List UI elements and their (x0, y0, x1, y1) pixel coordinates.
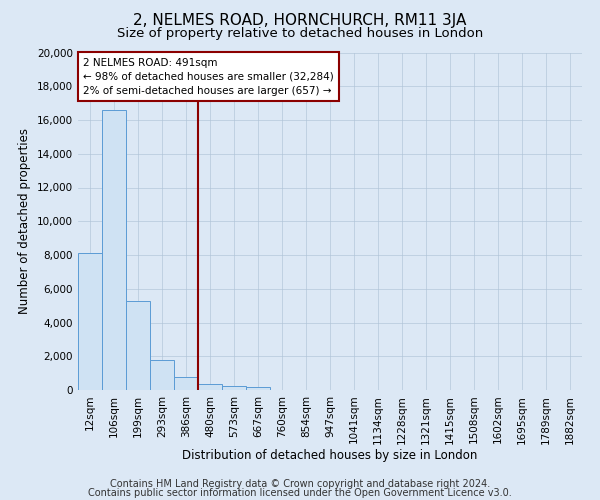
Text: 2 NELMES ROAD: 491sqm
← 98% of detached houses are smaller (32,284)
2% of semi-d: 2 NELMES ROAD: 491sqm ← 98% of detached … (83, 58, 334, 96)
Y-axis label: Number of detached properties: Number of detached properties (19, 128, 31, 314)
Bar (222, 386, 246, 390)
Bar (126, 300, 150, 390)
Text: Contains public sector information licensed under the Open Government Licence v3: Contains public sector information licen… (88, 488, 512, 498)
Bar (102, 110, 126, 390)
Bar (78, 254, 102, 390)
Bar (174, 376, 198, 390)
Bar (150, 360, 174, 390)
Bar (198, 384, 222, 390)
Text: Size of property relative to detached houses in London: Size of property relative to detached ho… (117, 28, 483, 40)
Bar (246, 387, 270, 390)
Text: 2, NELMES ROAD, HORNCHURCH, RM11 3JA: 2, NELMES ROAD, HORNCHURCH, RM11 3JA (133, 12, 467, 28)
Text: Contains HM Land Registry data © Crown copyright and database right 2024.: Contains HM Land Registry data © Crown c… (110, 479, 490, 489)
X-axis label: Distribution of detached houses by size in London: Distribution of detached houses by size … (182, 449, 478, 462)
